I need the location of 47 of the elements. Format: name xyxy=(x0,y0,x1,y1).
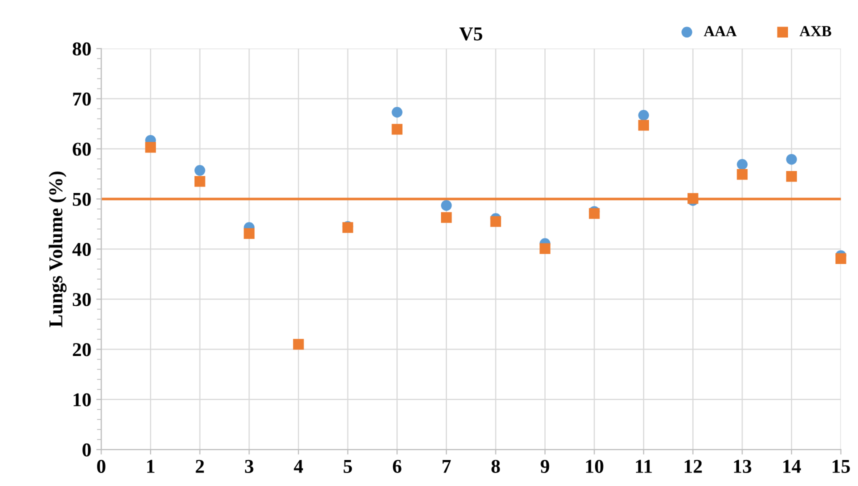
x-tick-label: 2 xyxy=(196,460,204,473)
point xyxy=(441,200,452,211)
y-tick-label: 70 xyxy=(73,92,91,106)
y-tick-label: 50 xyxy=(72,192,91,206)
x-tick-label: 12 xyxy=(684,460,702,473)
x-tick-label: 11 xyxy=(636,460,652,473)
point xyxy=(392,106,402,118)
point xyxy=(392,124,402,135)
x-tick-label: 7 xyxy=(442,460,451,473)
point xyxy=(786,171,797,182)
y-tick-label: 20 xyxy=(72,343,91,356)
point xyxy=(540,243,550,254)
y-tick-label: 60 xyxy=(72,142,91,156)
point xyxy=(145,142,156,153)
y-tick-label: 80 xyxy=(72,42,91,56)
point xyxy=(293,338,304,350)
point xyxy=(638,110,649,121)
point xyxy=(835,253,846,264)
point xyxy=(736,158,748,170)
x-tick-label: 14 xyxy=(783,460,801,473)
x-tick-label: 15 xyxy=(832,460,850,473)
x-tick-label: 10 xyxy=(586,460,604,473)
x-tick-label: 4 xyxy=(294,460,303,473)
x-tick-label: 13 xyxy=(734,460,752,473)
point xyxy=(194,176,206,187)
chart-title: V5 xyxy=(459,28,482,41)
x-tick-label: 3 xyxy=(245,460,254,473)
point xyxy=(638,120,649,131)
y-axis-title: Lungs Volume (%) xyxy=(48,172,67,328)
legend-label: AAA xyxy=(704,26,737,36)
x-tick-label: 6 xyxy=(392,460,402,473)
point xyxy=(490,216,502,227)
point xyxy=(244,228,255,239)
point xyxy=(736,169,748,180)
x-tick-label: 0 xyxy=(97,460,106,473)
x-tick-label: 8 xyxy=(491,460,500,473)
x-tick-label: 9 xyxy=(540,460,550,473)
y-tick-label: 10 xyxy=(74,393,91,406)
point xyxy=(194,165,206,176)
point xyxy=(441,212,452,223)
x-tick-label: 1 xyxy=(147,460,154,473)
x-tick-label: 5 xyxy=(344,460,352,473)
y-tick-label: 40 xyxy=(72,242,91,256)
legend-label: AXB xyxy=(800,26,832,36)
point xyxy=(786,154,797,165)
y-tick-label: 30 xyxy=(72,293,91,306)
y-tick-label: 0 xyxy=(82,443,91,456)
